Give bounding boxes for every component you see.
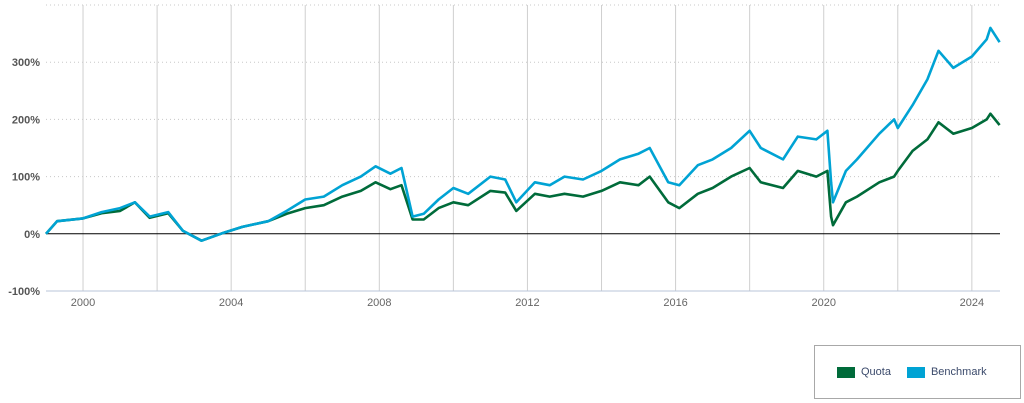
x-tick-label: 2000 [71,297,95,309]
x-tick-label: 2008 [367,297,391,309]
y-tick-label: -100% [8,286,40,298]
series-line-benchmark [45,26,1001,242]
legend-label-benchmark: Benchmark [930,366,987,378]
legend-swatch-quota [837,366,855,378]
series-line-quota [45,112,1001,242]
series-lines [45,26,1001,242]
x-tick-label: 2012 [515,297,539,309]
y-tick-label: 0% [24,229,40,241]
x-tick-label: 2016 [663,297,687,309]
legend-item-quota[interactable]: Quota [837,366,891,378]
x-tick-label: 2020 [811,297,835,309]
y-tick-label: 200% [12,114,40,126]
legend-label-quota: Quota [861,366,891,378]
grid [46,4,1000,292]
legend-item-benchmark[interactable]: Benchmark [906,366,987,378]
x-tick-label: 2004 [219,297,243,309]
x-tick-label: 2024 [960,297,984,309]
legend: Quota Benchmark [814,345,1021,399]
legend-swatch-benchmark [906,366,925,378]
y-tick-label: 100% [12,172,40,184]
performance-chart: -100% 0% 100% 200% 300% 2000 2004 2008 2012 2016 2… [8,4,1001,309]
y-tick-label: 300% [12,57,40,69]
axis-labels: -100% 0% 100% 200% 300% 2000 2004 2008 2012 2016 2… [8,57,984,309]
